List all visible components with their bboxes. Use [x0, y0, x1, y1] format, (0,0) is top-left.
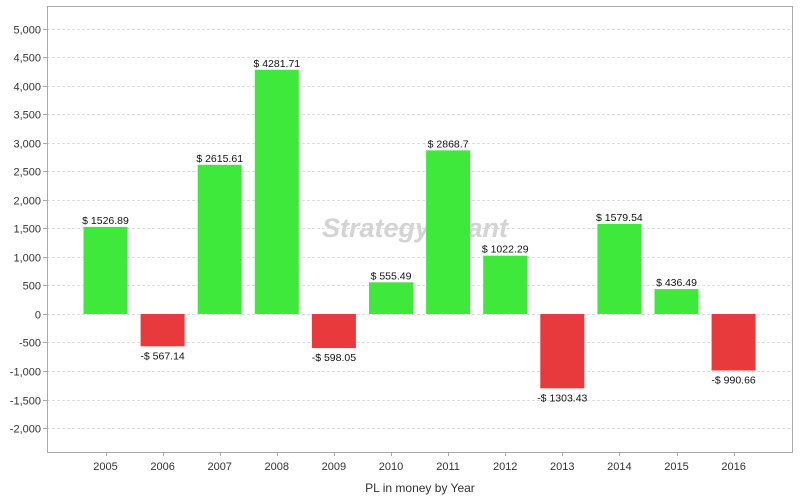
x-tick-label: 2011 [436, 461, 460, 473]
y-tick-label: 4,000 [13, 82, 41, 94]
x-tick-label: 2008 [265, 461, 289, 473]
y-tick-label: -2,000 [10, 424, 41, 436]
y-tick-label: 5,000 [13, 25, 41, 37]
bars: $ 1526.89 -$ 567.14 $ 2615.61 $ 4281.71 -$ 5… [82, 58, 756, 405]
bar-2014 [597, 223, 642, 314]
data-label: $ 1022.29 [482, 244, 529, 256]
bar-2013 [540, 313, 585, 389]
x-tick-label: 2006 [150, 461, 174, 473]
x-tick-label: 2013 [550, 461, 574, 473]
x-tick-label: 2014 [607, 461, 631, 473]
bar-2008 [254, 69, 299, 314]
data-label: $ 1526.89 [82, 215, 129, 227]
data-label: $ 4281.71 [253, 58, 300, 70]
x-axis-title: PL in money by Year [365, 481, 475, 495]
y-tick-label: 3,500 [13, 110, 41, 122]
x-tick-label: 2005 [93, 461, 117, 473]
bar-2006 [140, 313, 185, 347]
y-tick-label: 0 [35, 310, 41, 322]
data-label: -$ 1303.43 [537, 392, 587, 404]
data-label: $ 2868.7 [428, 138, 469, 150]
bar-2010 [369, 282, 413, 314]
y-tick-label: 500 [23, 281, 41, 293]
bar-2007 [197, 164, 242, 314]
data-label: $ 555.49 [371, 270, 412, 282]
y-tick-label: 2,500 [13, 167, 41, 179]
y-tick-label: -1,500 [10, 396, 41, 408]
bar-2009 [311, 313, 356, 349]
x-axis: 2005 2006 2007 2008 2009 2010 2011 2012 2013 2014… [93, 452, 746, 473]
data-label: -$ 990.66 [711, 374, 756, 386]
x-tick-label: 2009 [322, 461, 346, 473]
data-label: $ 2615.61 [196, 153, 243, 165]
data-label: -$ 567.14 [140, 350, 185, 362]
data-label: $ 436.49 [656, 277, 697, 289]
plot-frame [47, 6, 793, 453]
watermark: StrategyQuant [322, 213, 509, 243]
x-tick-label: 2007 [207, 461, 231, 473]
y-tick-label: -500 [19, 338, 41, 350]
y-tick-label: 3,000 [13, 139, 41, 151]
x-tick-label: 2012 [493, 461, 517, 473]
y-axis: 5,000 4,500 4,000 3,500 3,000 2,500 2,000 1,500… [10, 25, 47, 436]
x-tick-label: 2015 [664, 461, 688, 473]
y-tick-label: 1,500 [13, 224, 41, 236]
y-tick-label: 4,500 [13, 53, 41, 65]
x-tick-label: 2016 [721, 461, 745, 473]
bar-2015 [654, 289, 699, 314]
y-tick-label: 1,000 [13, 253, 41, 265]
data-label: -$ 598.05 [312, 352, 357, 364]
bar-2016 [711, 313, 756, 371]
grid-lines [47, 29, 792, 429]
y-tick-label: 2,000 [13, 196, 41, 208]
bar-2005 [83, 226, 128, 314]
bar-2012 [483, 255, 528, 314]
bar-2011 [426, 150, 471, 314]
data-label: $ 1579.54 [596, 212, 643, 224]
x-tick-label: 2010 [379, 461, 403, 473]
y-tick-label: -1,000 [10, 367, 41, 379]
